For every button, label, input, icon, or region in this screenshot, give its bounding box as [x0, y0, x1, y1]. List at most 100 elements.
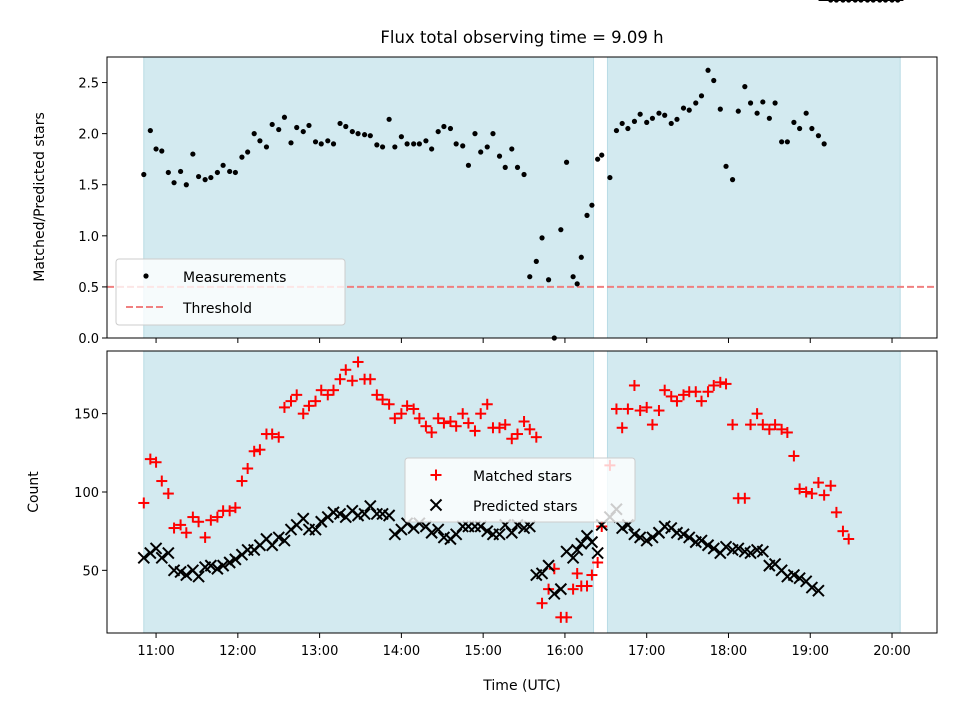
- matched-star-point: [708, 379, 720, 391]
- predicted-star-point: [756, 545, 770, 558]
- matched-star-point: [150, 456, 162, 468]
- measurement-point: [183, 182, 189, 188]
- predicted-star-point: [468, 520, 482, 533]
- measurement-point: [281, 114, 288, 120]
- measurement-point: [705, 67, 711, 73]
- predicted-star-point: [272, 531, 285, 544]
- measurement-point: [416, 141, 422, 147]
- x-tick-label: 18:00: [710, 644, 747, 659]
- measurement-point: [330, 141, 337, 147]
- measurement-point: [147, 127, 153, 134]
- measurement-point: [465, 162, 472, 168]
- matched-star-point: [413, 412, 425, 424]
- matched-star-point: [745, 419, 757, 431]
- legend-predicted-marker: [429, 498, 443, 512]
- measurement-point: [742, 84, 748, 90]
- measurement-point: [668, 120, 674, 127]
- measurement-point: [662, 112, 668, 118]
- matched-star-point: [426, 426, 438, 438]
- matched-star-point: [506, 433, 518, 445]
- measurement-point: [656, 110, 662, 116]
- predicted-star-point: [474, 520, 487, 533]
- predicted-star-point: [787, 568, 801, 582]
- measurement-point: [631, 118, 638, 124]
- measurement-point: [527, 274, 533, 280]
- measurement-point: [447, 125, 454, 132]
- measurement-point: [355, 131, 361, 137]
- measurement-point: [563, 159, 570, 165]
- matched-star-point: [481, 398, 493, 410]
- bottom-shaded-intervals: [143, 350, 901, 634]
- measurement-point: [435, 128, 441, 135]
- measurements-series: [141, 0, 901, 341]
- measurement-point: [141, 171, 147, 178]
- predicted-star-point: [456, 520, 469, 533]
- measurement-point: [343, 123, 349, 130]
- matched-star-point: [278, 401, 290, 413]
- x-tick-label: 11:00: [137, 644, 174, 659]
- measurement-point: [190, 151, 196, 157]
- matched-star-point: [383, 398, 395, 410]
- matched-star-point: [444, 416, 456, 427]
- matched-star-point: [242, 463, 254, 474]
- matched-star-point: [695, 395, 707, 407]
- predicted-star-point: [695, 534, 708, 547]
- shaded-interval-1: [606, 350, 901, 634]
- matched-star-point: [518, 416, 530, 427]
- measurement-point: [625, 125, 631, 132]
- measurement-point: [159, 148, 165, 154]
- measurement-point: [680, 105, 687, 111]
- measurement-point: [570, 274, 576, 280]
- legend-predicted-label: Predicted stars: [473, 499, 578, 515]
- measurement-point: [521, 171, 527, 178]
- matched-star-point: [671, 395, 683, 407]
- matched-star-point: [536, 597, 548, 609]
- measurement-point: [423, 138, 429, 144]
- measurement-point: [760, 99, 766, 105]
- legend-threshold-label: Threshold: [182, 301, 252, 317]
- matched-star-point: [830, 506, 842, 518]
- x-tick-label: 12:00: [219, 644, 256, 659]
- matched-star-point: [457, 408, 469, 420]
- matched-star-point: [187, 511, 199, 523]
- measurement-point: [208, 174, 214, 181]
- predicted-star-point: [425, 526, 438, 539]
- measurement-point: [509, 146, 515, 152]
- predicted-star-point: [707, 542, 720, 555]
- matched-star-point: [162, 488, 174, 500]
- matched-star-point: [322, 389, 334, 401]
- measurement-point: [584, 212, 590, 218]
- measurement-point: [404, 141, 410, 147]
- y-tick-label: 100: [74, 486, 99, 501]
- matched-star-point: [175, 519, 187, 531]
- y-tick-label: 150: [74, 408, 99, 423]
- measurement-point: [821, 141, 827, 147]
- matched-star-point: [224, 505, 236, 517]
- measurement-point: [747, 100, 754, 106]
- matched-star-point: [727, 419, 739, 431]
- matched-star-point: [168, 522, 180, 534]
- x-tick-label: 17:00: [628, 644, 665, 659]
- measurement-point: [797, 125, 803, 132]
- measurement-point: [367, 133, 373, 139]
- matched-star-point: [769, 419, 781, 431]
- predicted-star-point: [358, 507, 371, 521]
- measurement-point: [766, 115, 772, 121]
- legend-matched-marker: [430, 469, 442, 481]
- bottom-legend: Matched stars Predicted stars: [404, 457, 636, 523]
- matched-star-point: [653, 405, 665, 417]
- measurement-point: [779, 139, 785, 145]
- predicted-stars-series: [137, 0, 904, 601]
- predicted-star-point: [615, 521, 629, 535]
- matched-star-point: [794, 483, 806, 495]
- measurement-point: [337, 120, 343, 127]
- matched-star-point: [610, 403, 622, 415]
- matched-star-point: [156, 475, 168, 487]
- legend-matched-label: Matched stars: [473, 469, 572, 485]
- matched-star-point: [193, 516, 205, 528]
- predicted-star-point: [701, 539, 715, 552]
- x-tick-label: 19:00: [792, 644, 829, 659]
- y-tick-label: 0.5: [78, 281, 99, 296]
